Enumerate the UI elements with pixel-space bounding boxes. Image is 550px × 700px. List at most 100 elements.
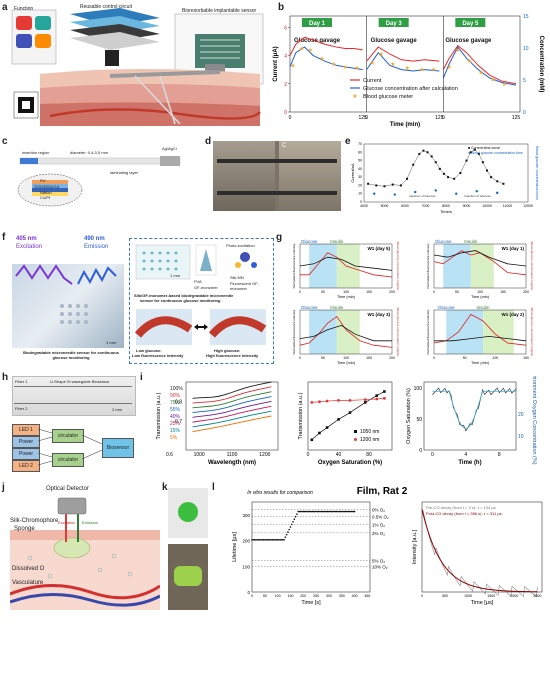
- g-xlabel: Time (min): [337, 295, 356, 299]
- h-scale: 2 mm: [112, 407, 122, 412]
- i2-point: [382, 396, 386, 400]
- i1-legend-label: 5%: [170, 435, 178, 441]
- g-xtick-label: 50: [321, 290, 325, 294]
- f-legend-fluor: Fluorescent GF-monomer: [230, 281, 259, 291]
- i1-ytick-label: 0.6: [166, 452, 173, 458]
- h-biosensor: Biosensor: [102, 438, 134, 458]
- i1-series-line: [192, 400, 272, 418]
- i3-y2tick-label: 20: [518, 412, 524, 418]
- e-annotation-1: Injection of Glucose: [409, 194, 436, 198]
- g-insulin-zone: [470, 244, 494, 288]
- e-xtick-label: 12000: [523, 204, 533, 208]
- l1-ref-label: 5% O₂: [372, 558, 385, 563]
- c-label-god: GOD/BSA/GA: [34, 184, 60, 189]
- chart-i: 100%90%75%55%40%25%15%5%1000 1100 12000.6W…: [156, 376, 537, 466]
- f-excitation-word: Excitation: [16, 244, 43, 250]
- i1-series-line: [192, 410, 272, 428]
- e-point: [391, 183, 394, 186]
- e-xtick-label: 4000: [360, 204, 368, 208]
- b-day-badge: [378, 18, 409, 27]
- i3-xtick-label: 0: [431, 452, 434, 458]
- h-fiber1: Fiber 1: [15, 379, 28, 384]
- i2-point: [318, 431, 321, 435]
- b-annotation: Glucose gavage: [445, 38, 492, 44]
- b-meter-point: ★: [405, 65, 410, 72]
- l1-point: [298, 510, 301, 513]
- i3-ylabel: Oxygen Saturation (%): [406, 388, 412, 444]
- f-low-1: Low glucose:: [136, 348, 162, 353]
- h-fiber2: Fiber 2: [15, 406, 28, 411]
- l1-point: [270, 539, 273, 541]
- circuit-stack: [70, 8, 160, 66]
- skin-cross-section: [40, 69, 261, 126]
- l1-point: [343, 510, 346, 513]
- f-photo-label: Photo-excitation: [226, 243, 255, 248]
- l1-point: [302, 510, 305, 513]
- i3-ytick-label: 50: [416, 417, 422, 423]
- g-xtick-label: 100: [477, 290, 483, 294]
- l1-point: [255, 539, 257, 541]
- i2-point: [348, 411, 352, 414]
- l1-point: [279, 539, 282, 541]
- e-point-glucose: [414, 190, 417, 194]
- e-point: [442, 172, 445, 175]
- l2-frame: [421, 501, 543, 593]
- i1-series-line: [192, 386, 272, 404]
- l1-point: [334, 510, 337, 513]
- l1-ref-label: 2% O₂: [372, 531, 385, 536]
- b-legend-swatch-meter: ★: [352, 93, 357, 100]
- e-legend-2: ● Blood glucose concentration-time: [468, 151, 523, 155]
- f-excitation-nm: 405 nm: [16, 236, 37, 242]
- g-xtick-label: 0: [299, 356, 301, 360]
- g-glucose-label: Glucose: [301, 305, 318, 310]
- g-panel-title: W1 (day 2): [501, 312, 524, 317]
- l1-point: [316, 510, 319, 513]
- b-meter-point: ★: [446, 64, 451, 71]
- b-day-label: Day 3: [386, 21, 403, 27]
- b-ytick-label: 4: [284, 54, 287, 60]
- l1-point: [317, 510, 320, 513]
- f-legend-silk: Silk MN: [230, 275, 244, 280]
- g-ylabel-right: Blood glucose concentration (mg/dL): [530, 242, 534, 291]
- e-point-glucose: [496, 191, 499, 195]
- f-schematic-svg: [134, 244, 267, 345]
- l1-point: [264, 539, 266, 541]
- b-series-line: [289, 36, 363, 56]
- e-point: [406, 177, 409, 180]
- e-point-glucose: [373, 192, 376, 195]
- b-meter-point: ★: [379, 51, 384, 58]
- l2-ylabel: Intensity [a.u.]: [412, 529, 418, 564]
- b-meter-point: ★: [502, 81, 507, 88]
- g-xtick-label: 200: [389, 356, 395, 360]
- i1-series-line: [192, 391, 272, 409]
- e-ytick-label: 10: [358, 192, 362, 196]
- i1-xtick-label: 1000: [194, 452, 205, 458]
- l1-point: [353, 510, 356, 513]
- l1-xtick-label: 150: [287, 594, 293, 598]
- g-xtick-label: 50: [463, 356, 467, 360]
- g-glucose-line: [299, 316, 393, 348]
- i3-ytick-label: 100: [414, 386, 423, 392]
- l1-point: [289, 526, 292, 528]
- f-high-2: High fluorescence intensity: [206, 353, 259, 358]
- b-xlabel: Time (min): [390, 122, 420, 128]
- g-xtick-label: 100: [343, 290, 349, 294]
- l1-point: [311, 510, 314, 513]
- e-point: [399, 184, 402, 187]
- e-point: [496, 180, 499, 183]
- l1-point: [337, 510, 339, 513]
- b-ylabel-left: Current (μA): [273, 46, 279, 81]
- i2-xtick-label: 80: [366, 452, 372, 458]
- circuit-title: Reusable control circuit: [80, 4, 132, 10]
- l1-point: [351, 510, 353, 513]
- panel-a-svg: [11, 8, 264, 126]
- g-xtick-label: 50: [455, 290, 459, 294]
- l1-point: [335, 510, 338, 513]
- f-high-1: High glucose:: [214, 348, 241, 353]
- l1-point: [312, 510, 315, 513]
- l-title: Film, Rat 2: [357, 486, 408, 497]
- panel-label-f: f: [2, 232, 6, 243]
- i2-legend-2: 1200 nm: [360, 437, 379, 443]
- l1-point: [344, 510, 347, 513]
- g-insulin-label: Insulin: [477, 305, 491, 310]
